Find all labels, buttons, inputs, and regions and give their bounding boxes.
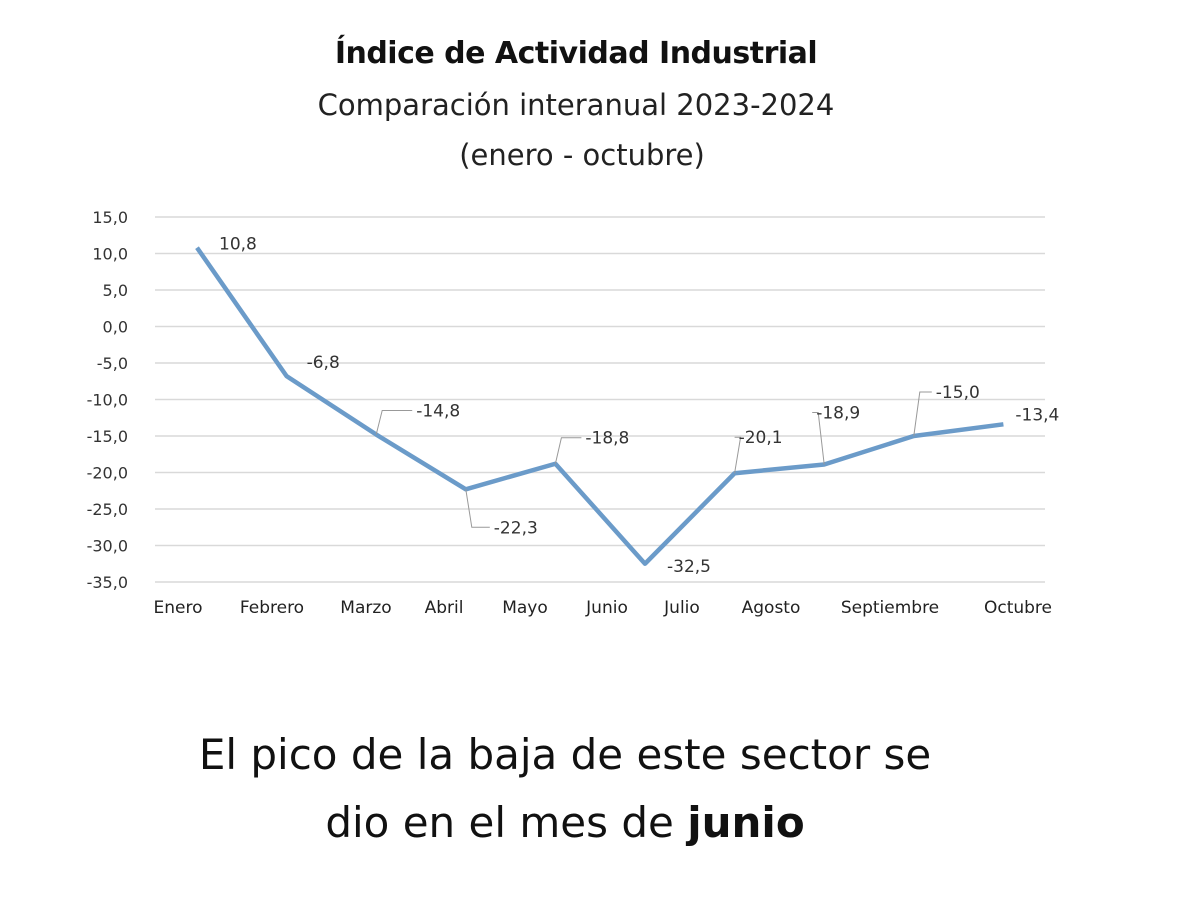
leader-line	[375, 410, 413, 435]
y-tick-label: 5,0	[103, 281, 128, 300]
data-label: -22,3	[494, 518, 538, 538]
data-label: -14,8	[416, 402, 460, 422]
y-tick-label: -25,0	[87, 500, 128, 519]
y-tick-label: -10,0	[87, 391, 128, 410]
y-tick-label: 10,0	[92, 245, 128, 264]
x-tick-label: Septiembre	[841, 598, 939, 618]
data-label: -20,1	[739, 428, 783, 448]
data-label: -6,8	[307, 353, 340, 373]
chart-period: (enero - octubre)	[459, 138, 705, 172]
series-line	[195, 246, 1004, 566]
x-tick-label: Enero	[154, 598, 203, 618]
x-tick-label: Febrero	[240, 598, 304, 618]
data-label: -18,8	[585, 429, 629, 449]
y-tick-label: -15,0	[87, 427, 128, 446]
y-tick-label: 15,0	[92, 208, 128, 227]
chart-subtitle: Comparación interanual 2023-2024	[317, 88, 835, 122]
x-tick-label: Abril	[425, 598, 464, 618]
x-tick-label: Agosto	[742, 598, 801, 618]
y-tick-label: -5,0	[97, 354, 128, 373]
x-tick-label: Junio	[585, 598, 628, 618]
leader-line	[734, 436, 742, 474]
line-chart: 15,0 10,0 5,0 0,0 -5,0 -10,0 -15,0 -20,0 -25,0 -3…	[87, 208, 1060, 618]
y-tick-label: 0,0	[103, 318, 128, 337]
leader-line	[554, 437, 582, 464]
x-tick-label: Marzo	[340, 598, 391, 618]
caption-highlight: junio	[687, 798, 805, 847]
y-tick-label: -30,0	[87, 537, 128, 556]
leader-line	[812, 411, 825, 465]
caption-line-2: dio en el mes de junio	[0, 798, 1130, 847]
y-tick-label: -35,0	[87, 573, 128, 592]
data-label: -15,0	[936, 383, 980, 403]
x-tick-label: Julio	[663, 598, 700, 618]
data-label: -32,5	[667, 557, 711, 577]
caption-prefix: dio en el mes de	[325, 798, 688, 847]
x-tick-label: Octubre	[984, 598, 1052, 618]
y-tick-label: -20,0	[87, 464, 128, 483]
data-label: -18,9	[816, 403, 860, 423]
data-label: -13,4	[1015, 405, 1059, 425]
data-label: 10,8	[219, 235, 257, 255]
caption-line-1: El pico de la baja de este sector se	[198, 730, 932, 779]
x-tick-label: Mayo	[502, 598, 548, 618]
leader-line	[913, 391, 932, 437]
leader-line	[465, 489, 490, 528]
chart-title: Índice de Actividad Industrial	[334, 36, 818, 71]
